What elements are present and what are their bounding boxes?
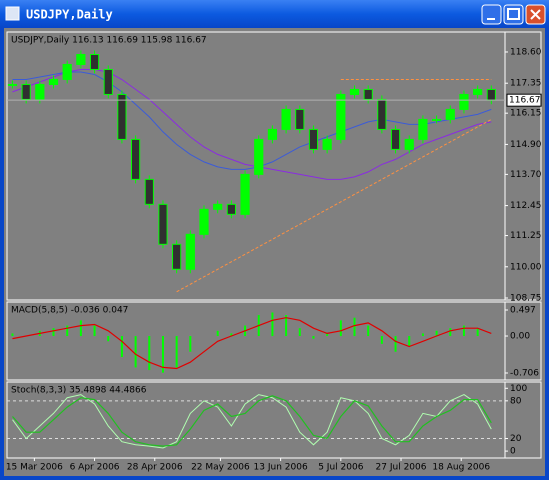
candle — [240, 173, 250, 215]
candle — [7, 83, 18, 86]
y-tick-label: 80 — [510, 396, 522, 406]
candle — [144, 178, 154, 205]
x-tick-label: 27 Jul 2006 — [376, 463, 427, 473]
candle — [226, 203, 236, 215]
y-tick-label: 116.15 — [510, 109, 542, 119]
current-price-box — [506, 93, 542, 107]
candle — [117, 93, 127, 140]
candle — [62, 63, 72, 80]
candle — [35, 83, 45, 100]
x-tick-label: 6 Apr 2006 — [70, 463, 120, 473]
panel-border — [6, 301, 542, 381]
candle — [349, 88, 360, 95]
candle — [363, 88, 373, 100]
panel-label: USDJPY,Daily 116.13 116.69 115.98 116.67 — [11, 36, 207, 46]
y-tick-label: 108.75 — [510, 294, 542, 304]
y-tick-label: 114.90 — [510, 140, 542, 150]
y-tick-label: 0.497 — [510, 306, 536, 316]
candle — [322, 138, 332, 150]
candle — [185, 233, 195, 270]
candle — [254, 138, 264, 175]
panel-label: Stoch(8,3,3) 35.4898 44.4866 — [11, 386, 147, 396]
window-title: USDJPY,Daily — [26, 8, 113, 22]
candle — [473, 88, 483, 95]
candle — [89, 53, 100, 70]
x-tick-label: 13 Jun 2006 — [254, 463, 308, 473]
y-tick-label: 117.35 — [510, 79, 542, 89]
y-tick-label: 118.60 — [510, 47, 542, 57]
candle — [418, 118, 428, 140]
panel-border — [6, 31, 542, 301]
signal-line — [12, 395, 492, 447]
candle — [404, 138, 414, 150]
y-tick-label: 0 — [510, 447, 516, 457]
y-tick-label: 112.45 — [510, 201, 542, 211]
y-tick-label: 20 — [510, 434, 522, 444]
x-tick-label: 22 May 2006 — [191, 463, 250, 473]
candle — [295, 108, 305, 130]
y-tick-label: 113.70 — [510, 170, 542, 180]
y-tick-label: 100 — [510, 384, 527, 394]
candle — [103, 68, 113, 95]
x-tick-label: 15 Mar 2006 — [6, 463, 63, 473]
candle — [459, 93, 469, 110]
candle — [21, 83, 31, 100]
candle — [131, 138, 141, 180]
candle — [431, 118, 442, 121]
candle — [377, 98, 387, 130]
candle — [308, 128, 319, 150]
minimize-button[interactable] — [481, 4, 502, 25]
title-bar — [0, 0, 549, 28]
y-tick-label: 0.00 — [510, 332, 530, 342]
stoch-main — [12, 394, 492, 449]
maximize-button[interactable] — [503, 4, 524, 25]
candle — [281, 108, 291, 130]
candle — [172, 243, 182, 270]
maximize-icon — [507, 8, 520, 20]
chart-area — [4, 28, 545, 476]
moving-average — [12, 71, 492, 170]
x-tick-label: 18 Aug 2006 — [432, 463, 490, 473]
y-tick-label: 110.00 — [510, 262, 542, 272]
candle — [213, 203, 223, 210]
candle — [48, 78, 59, 85]
panel-border — [6, 381, 542, 459]
x-tick-label: 5 Jul 2006 — [318, 463, 363, 473]
x-tick-label: 28 Apr 2006 — [127, 463, 183, 473]
candle — [486, 88, 496, 101]
y-tick-label: -0.706 — [510, 368, 539, 378]
close-icon — [530, 9, 541, 20]
window-icon — [5, 6, 20, 21]
candle — [445, 108, 455, 120]
panel-label: MACD(5,8,5) -0.036 0.047 — [11, 306, 128, 316]
candle — [158, 203, 168, 245]
candle — [76, 53, 86, 65]
signal-line — [12, 317, 492, 370]
candle — [390, 128, 401, 150]
y-tick-label: 111.25 — [510, 231, 542, 241]
current-price-label: 116.67 — [509, 96, 541, 106]
candle — [336, 93, 346, 140]
candle — [199, 208, 209, 235]
candle — [267, 128, 278, 140]
